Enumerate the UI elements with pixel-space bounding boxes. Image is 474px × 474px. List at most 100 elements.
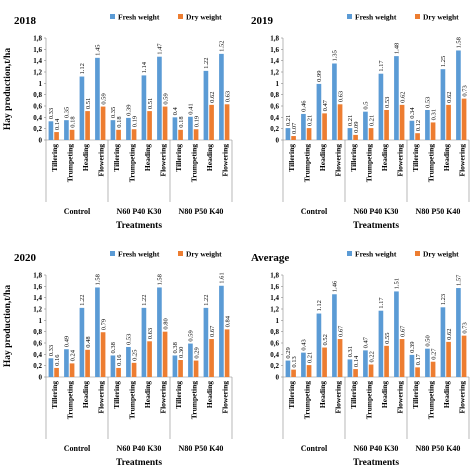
- y-tick-label: 1,4: [33, 294, 42, 302]
- y-tick-label: 1,6: [270, 46, 279, 54]
- bar: [384, 109, 389, 140]
- legend-label: Dry weight: [423, 250, 459, 259]
- bar: [301, 113, 306, 140]
- y-tick-label: 0: [39, 374, 43, 382]
- bar: [219, 285, 224, 377]
- x-tick-label: Tillering: [287, 381, 296, 409]
- x-tick-label: Tillering: [112, 144, 121, 172]
- y-tick-label: 0,8: [270, 328, 279, 336]
- value-label: 0.21: [306, 352, 313, 363]
- value-label: 0.62: [446, 328, 453, 339]
- chart-title: 2019: [251, 15, 274, 27]
- value-label: 0.73: [461, 85, 468, 96]
- value-label: 0.55: [384, 332, 391, 343]
- value-label: 0.67: [399, 325, 406, 337]
- bar: [203, 307, 209, 377]
- y-axis-label: Hay production,t/ha: [3, 285, 13, 367]
- legend-label: Dry weight: [186, 13, 222, 22]
- bar: [95, 57, 100, 141]
- bar: [337, 104, 343, 140]
- group-label: Control: [301, 444, 328, 453]
- y-tick-label: 1,6: [33, 46, 42, 54]
- y-tick-label: 0,8: [33, 328, 42, 336]
- value-label: 0.38: [110, 342, 117, 353]
- y-tick-label: 1: [276, 317, 280, 325]
- bar: [131, 362, 137, 377]
- x-tick-label: Flowering: [457, 144, 466, 177]
- y-tick-label: 0,4: [270, 114, 279, 122]
- group-label: N80 P50 K40: [416, 207, 461, 216]
- value-label: 1.22: [141, 294, 148, 305]
- bar: [157, 287, 162, 377]
- x-axis-label: Treatments: [353, 458, 399, 468]
- value-label: 1.47: [157, 43, 164, 55]
- x-axis-label: Treatments: [116, 221, 162, 231]
- x-tick-label: Heading: [380, 381, 389, 408]
- bar: [224, 104, 230, 140]
- bar: [110, 355, 116, 377]
- value-label: 0.53: [425, 97, 432, 108]
- value-label: 1.25: [440, 56, 447, 67]
- value-label: 0.53: [126, 334, 133, 345]
- legend-swatch: [178, 14, 183, 19]
- bar: [332, 294, 337, 377]
- value-label: 0.50: [425, 335, 432, 346]
- x-tick-label: Heading: [442, 381, 451, 408]
- value-label: 1.23: [440, 294, 447, 305]
- x-tick-label: Heading: [205, 144, 214, 171]
- value-label: 0.59: [100, 93, 107, 104]
- bar: [209, 104, 214, 140]
- y-tick-label: 1,8: [270, 35, 279, 43]
- value-label: 1.17: [378, 60, 385, 72]
- bar: [69, 363, 75, 377]
- legend-label: Dry weight: [186, 250, 222, 259]
- value-label: 0.73: [461, 322, 468, 333]
- group-label: Control: [301, 207, 328, 216]
- y-tick-label: 0,6: [270, 340, 279, 348]
- bar: [193, 129, 199, 140]
- bar: [332, 63, 337, 140]
- value-label: 0.46: [301, 100, 308, 112]
- x-tick-label: Tillering: [349, 144, 358, 172]
- x-tick-label: Tillering: [112, 381, 121, 409]
- bar: [285, 360, 291, 377]
- value-label: 0.14: [353, 355, 360, 367]
- y-tick-label: 0,4: [270, 351, 279, 359]
- bar: [306, 128, 312, 140]
- bar: [461, 335, 467, 377]
- group-label: N80 P50 K40: [416, 444, 461, 453]
- y-tick-label: 0,4: [33, 351, 42, 359]
- bar: [54, 367, 59, 377]
- value-label: 1.22: [203, 294, 210, 305]
- x-tick-label: Flowering: [395, 144, 404, 177]
- y-tick-label: 0,8: [270, 91, 279, 99]
- value-label: 0.47: [322, 99, 329, 111]
- value-label: 0.21: [347, 115, 354, 126]
- bar: [100, 332, 106, 377]
- y-tick-label: 0: [276, 137, 280, 145]
- y-tick-label: 0,2: [33, 362, 42, 370]
- value-label: 1.12: [79, 63, 86, 74]
- bar: [48, 358, 54, 377]
- chart-title: Average: [251, 252, 289, 264]
- x-tick-label: Flowering: [395, 381, 404, 414]
- value-label: 0.29: [285, 347, 292, 358]
- value-label: 0.80: [162, 318, 169, 329]
- value-label: 1.22: [203, 57, 210, 68]
- bar: [456, 288, 461, 377]
- x-tick-label: Flowering: [333, 144, 342, 177]
- bar: [100, 106, 106, 140]
- y-tick-label: 0,2: [33, 125, 42, 133]
- value-label: 1.46: [332, 280, 339, 292]
- chart-title: 2018: [14, 15, 37, 27]
- value-label: 0.13: [291, 356, 298, 367]
- y-tick-label: 1,6: [33, 283, 42, 291]
- bar: [110, 120, 116, 140]
- y-tick-label: 1,4: [270, 57, 279, 65]
- bar: [430, 361, 436, 377]
- value-label: 0.51: [85, 98, 92, 109]
- bar: [162, 106, 168, 140]
- value-label: 1.58: [95, 274, 102, 285]
- bar: [193, 360, 199, 377]
